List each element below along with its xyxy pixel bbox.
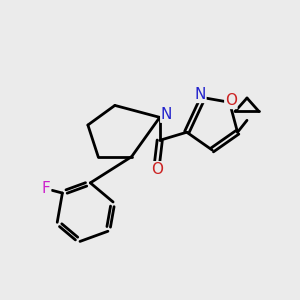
Text: F: F: [42, 182, 50, 196]
Text: N: N: [161, 107, 172, 122]
Text: O: O: [151, 162, 163, 177]
Text: N: N: [194, 87, 206, 102]
Text: O: O: [225, 93, 237, 108]
